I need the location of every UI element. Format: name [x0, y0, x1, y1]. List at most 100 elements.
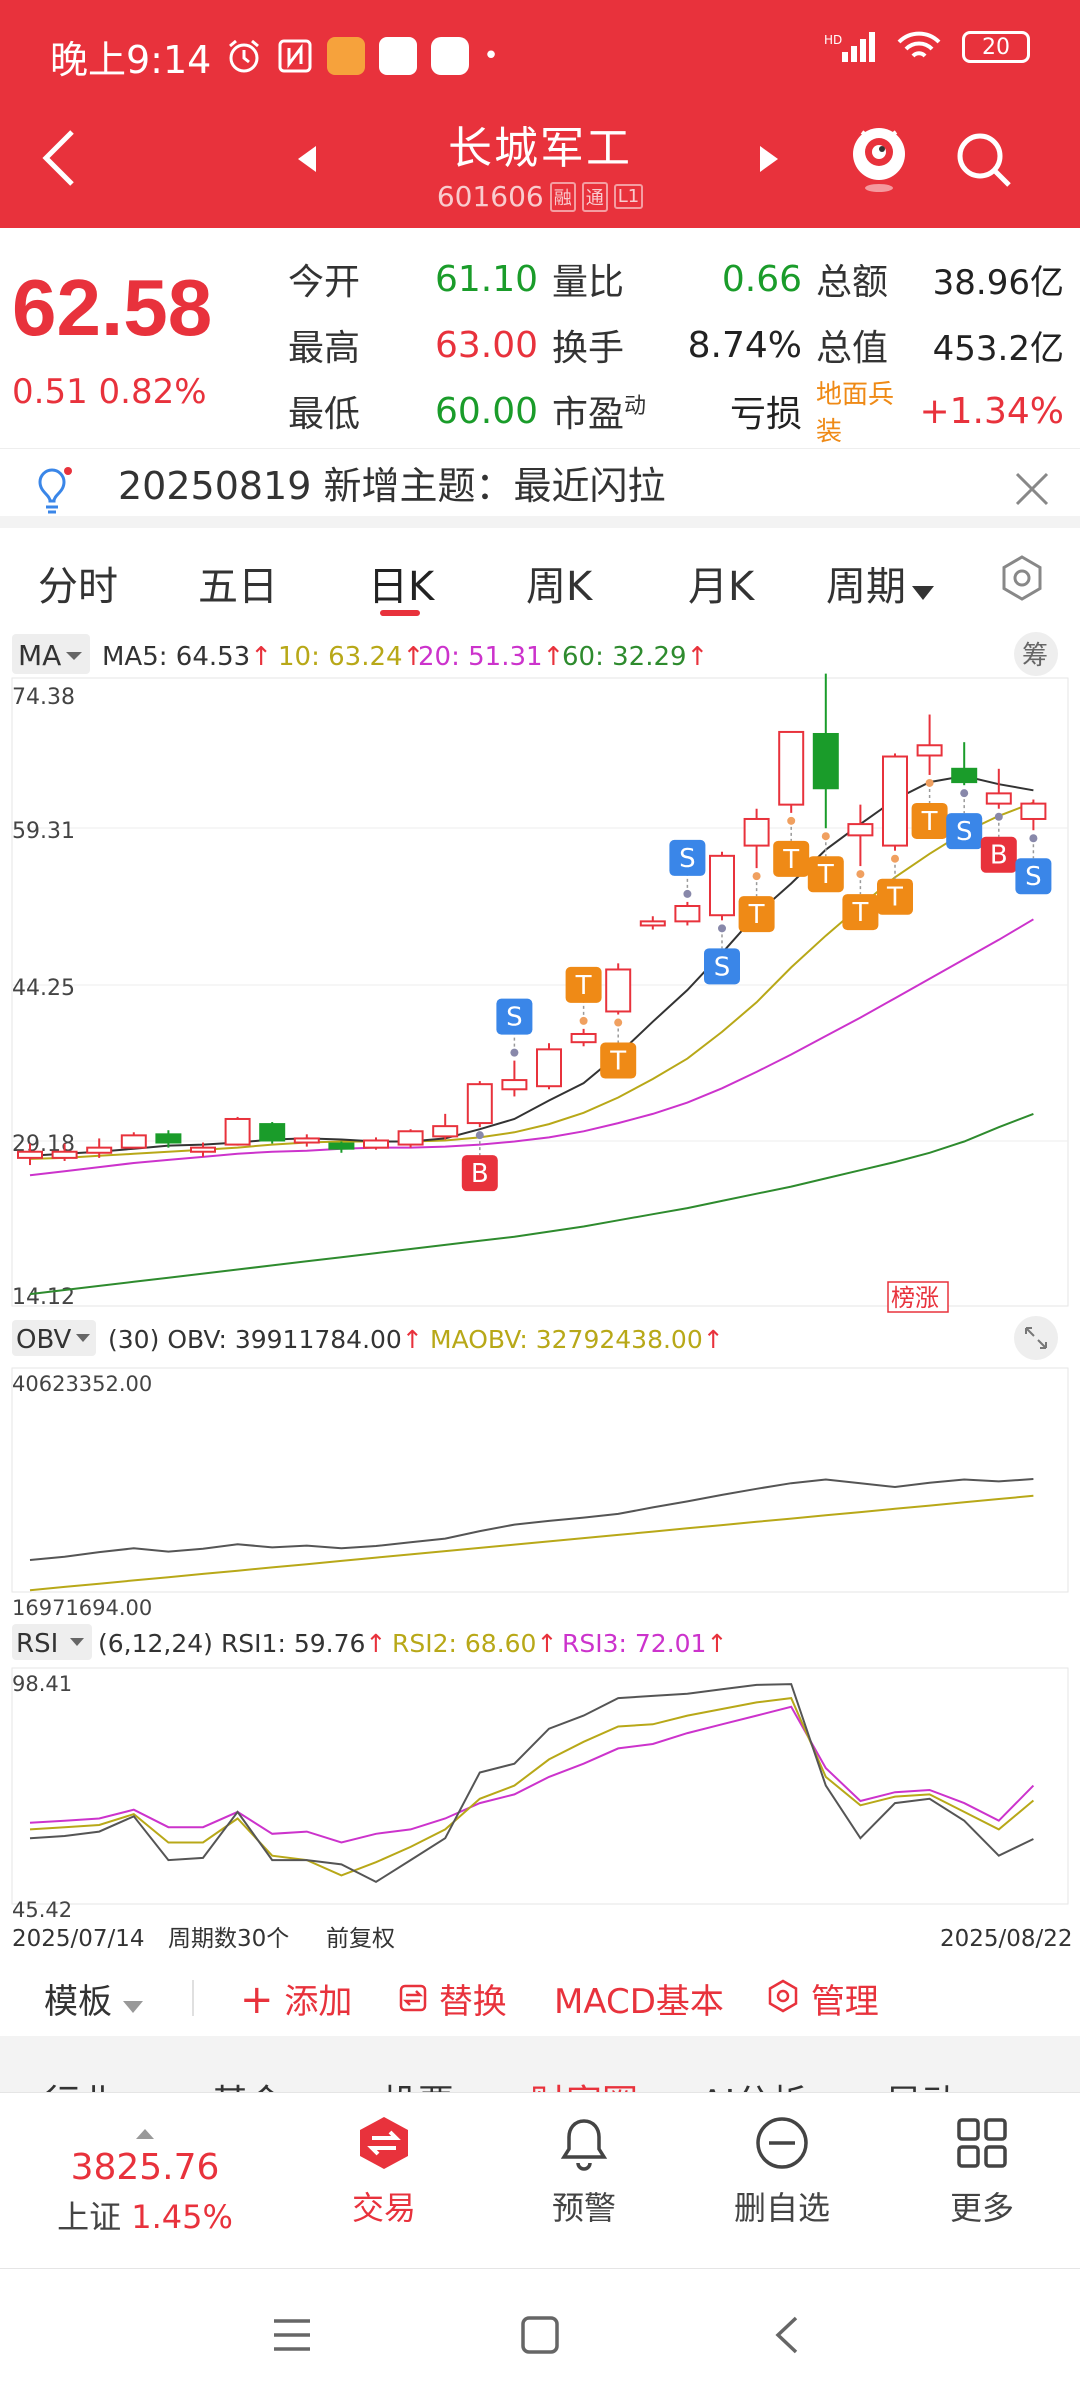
- candle: [847, 823, 874, 837]
- theme-notice[interactable]: 20250819 新增主题：最近闪拉: [0, 448, 1080, 528]
- index-ticker[interactable]: 3825.76 上证 1.45%: [40, 2109, 250, 2238]
- remove-watchlist-button[interactable]: 删自选: [722, 2115, 842, 2229]
- kline-chart[interactable]: MA MA5: 64.53↑ 10: 63.24↑ 20: 51.31↑ 60:…: [0, 628, 1080, 1960]
- signal-badge: [704, 948, 740, 985]
- replace-button[interactable]: 替换: [398, 1974, 507, 2023]
- adjust-mode[interactable]: 前复权: [326, 1926, 395, 1952]
- settings-hex-icon[interactable]: [998, 554, 1046, 602]
- status-bar: 晚上9:14 •: [50, 26, 499, 86]
- tab-period[interactable]: 周期: [826, 554, 934, 612]
- strip-vote[interactable]: 投票: [382, 2074, 454, 2092]
- ma5-up-arrow: ↑: [250, 642, 272, 672]
- expand-icon[interactable]: [1025, 1327, 1047, 1349]
- candle: [120, 1134, 147, 1149]
- chip-button-bg[interactable]: [1014, 632, 1058, 676]
- back-nav-icon[interactable]: [772, 2315, 802, 2355]
- home-icon[interactable]: [520, 2315, 560, 2355]
- menu-icon[interactable]: [272, 2317, 312, 2353]
- up-triangle-icon: [136, 2129, 154, 2139]
- tab-intraday[interactable]: 分时: [38, 564, 118, 610]
- add-button[interactable]: + 添加: [240, 1974, 352, 2023]
- index-name: 上证: [57, 2198, 122, 2236]
- back-arrow-icon[interactable]: [40, 128, 80, 188]
- signal-label: T: [782, 845, 799, 875]
- candle: [190, 1146, 216, 1153]
- alert-button[interactable]: 预警: [534, 2115, 634, 2229]
- rsi2-value: RSI2: 68.60↑: [392, 1629, 557, 1658]
- high-value: 63.00: [434, 324, 538, 366]
- tab-daily-k[interactable]: 日K: [368, 564, 435, 610]
- ma60-text: 60: 32.29: [562, 642, 687, 672]
- close-icon[interactable]: [1014, 471, 1050, 507]
- candle: [432, 1125, 459, 1138]
- period-count: 周期数30个: [168, 1926, 289, 1952]
- app-notify-icon-2: [379, 37, 418, 75]
- amount-value: 38.96亿: [932, 262, 1064, 303]
- mascot-icon[interactable]: [848, 124, 910, 194]
- signal-label: T: [609, 1047, 626, 1077]
- tag-connect: 通: [581, 181, 608, 212]
- strip-wealth[interactable]: 财富圈: [530, 2074, 638, 2092]
- ma-selector[interactable]: MA: [18, 639, 61, 672]
- sector-row[interactable]: 地面兵装 +1.34%: [816, 378, 1064, 447]
- search-icon[interactable]: [954, 130, 1014, 190]
- obv-value: (30) OBV: 39911784.00↑: [108, 1325, 423, 1354]
- tab-weekly-k[interactable]: 周K: [526, 564, 593, 610]
- manage-button[interactable]: 管理: [766, 1974, 879, 2023]
- start-date: 2025/07/14: [12, 1926, 145, 1952]
- maobv-value: MAOBV: 32792438.00↑: [430, 1325, 724, 1354]
- bell-icon: [560, 2119, 608, 2171]
- rank-badge-frame[interactable]: [887, 1281, 949, 1313]
- strip-movement[interactable]: 异动: [886, 2074, 958, 2092]
- rsi-lines-group: [29, 1683, 1035, 1884]
- signal-badge: [946, 813, 983, 850]
- quote-col-1: 今开 61.10 最高 63.00 最低 60.00: [288, 246, 538, 444]
- tab-monthly-k[interactable]: 月K: [688, 564, 755, 610]
- pe-value: 亏损: [729, 394, 802, 435]
- candle: [570, 1032, 597, 1044]
- rank-badge[interactable]: 榜涨: [891, 1284, 939, 1312]
- quote-col-2: 量比 0.66 换手 8.74% 市盈动 亏损: [552, 246, 802, 444]
- maobv-up-arrow: ↑: [703, 1325, 724, 1354]
- bottom-nav: 3825.76 上证 1.45% 交易 预警 删自选 更多: [0, 2092, 1080, 2270]
- swap-icon: [399, 1984, 427, 2011]
- strip-industry[interactable]: 行业: [44, 2074, 116, 2092]
- signal-dot: [856, 870, 865, 879]
- high-label: 最高: [288, 328, 361, 369]
- nfc-icon: [278, 39, 312, 73]
- candle: [259, 1123, 286, 1142]
- obv-lines-group: [29, 1478, 1034, 1592]
- tab-five-day[interactable]: 五日: [198, 564, 278, 610]
- chip-button[interactable]: 筹: [1022, 641, 1048, 671]
- battery-icon: 20: [962, 31, 1030, 63]
- obv-selector-bg[interactable]: [12, 1320, 96, 1356]
- candle: [363, 1139, 389, 1149]
- signal-label: T: [575, 971, 592, 1001]
- macd-basic-button[interactable]: MACD基本: [554, 1981, 724, 2022]
- strip-ai[interactable]: AI分析: [700, 2074, 807, 2092]
- expand-button-bg[interactable]: [1014, 1316, 1058, 1360]
- ma-selector-bg[interactable]: [12, 634, 90, 674]
- rsi1-up-arrow: ↑: [365, 1629, 386, 1658]
- next-stock-button[interactable]: [760, 146, 778, 172]
- signal-badge: [773, 840, 810, 877]
- rsi-selector[interactable]: RSI: [16, 1629, 58, 1659]
- candle: [812, 732, 839, 790]
- obv-panel-frame: [11, 1367, 1069, 1593]
- prev-stock-button[interactable]: [298, 146, 316, 172]
- low-label: 最低: [288, 394, 361, 435]
- signal-badge: [1015, 858, 1052, 895]
- baidu-icon: [431, 37, 470, 75]
- signal-label: T: [886, 883, 903, 913]
- chart-area[interactable]: MA MA5: 64.53↑ 10: 63.24↑ 20: 51.31↑ 60:…: [0, 628, 1080, 1964]
- rsi-selector-bg[interactable]: [12, 1624, 92, 1660]
- candle: [605, 968, 632, 1013]
- price-change: 0.51 0.82%: [12, 372, 207, 412]
- status-right: HD 20: [824, 30, 1030, 64]
- trade-button[interactable]: 交易: [334, 2115, 434, 2229]
- more-button[interactable]: 更多: [932, 2115, 1032, 2229]
- template-dropdown[interactable]: 模板: [44, 1974, 143, 2023]
- market-cap-label: 总值: [816, 328, 889, 369]
- obv-selector[interactable]: OBV: [16, 1325, 72, 1355]
- strip-fund[interactable]: 基金: [212, 2074, 284, 2092]
